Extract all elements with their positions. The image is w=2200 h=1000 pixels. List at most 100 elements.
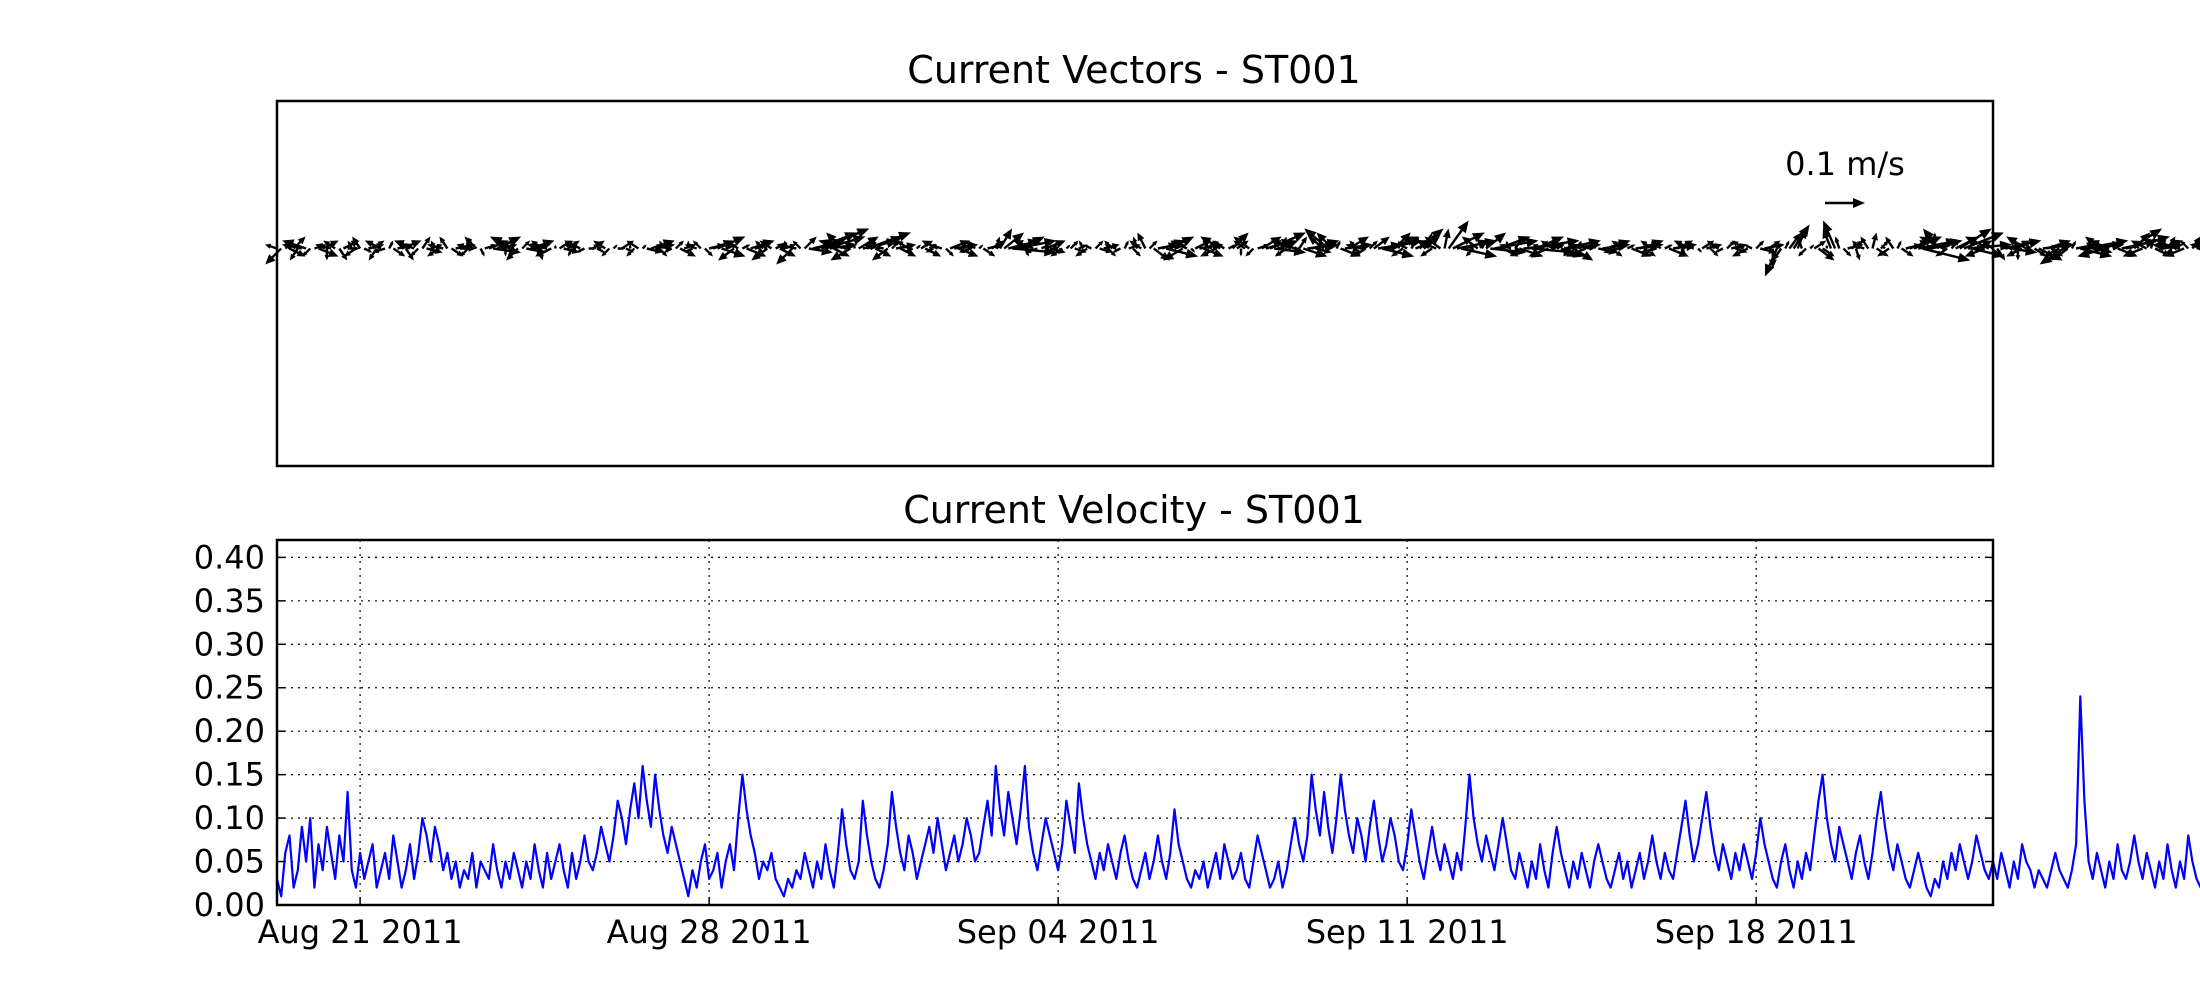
quiver-arrow	[1132, 247, 1141, 257]
quiver-arrow	[1112, 247, 1121, 253]
quiver-arrow	[1236, 240, 1249, 250]
quiver-arrow	[1203, 244, 1213, 250]
quiver-arrow	[982, 247, 996, 257]
quiver-arrow	[1274, 247, 1288, 257]
quiver-arrow	[1731, 247, 1749, 257]
quiver-arrow	[392, 247, 406, 257]
quiver-arrow	[1308, 236, 1325, 250]
quiver-arrow	[792, 240, 802, 250]
quiver-arrow	[1697, 247, 1702, 253]
quiver-arrow	[1797, 236, 1803, 249]
quiver-arrow	[1976, 244, 1982, 250]
quiver-arrow	[1352, 247, 1362, 253]
quiver-arrow	[503, 248, 508, 257]
quiver-arrow	[1442, 228, 1451, 249]
quiver-arrow	[323, 240, 336, 250]
quiver-arrow	[347, 240, 353, 249]
quiver-arrow	[1200, 247, 1217, 257]
quiver-frame	[275, 99, 1995, 468]
quiver-arrow	[2152, 241, 2181, 252]
quiver-arrow	[1397, 240, 1401, 249]
quiver-key-label: 0.1 m/s	[1785, 145, 1905, 183]
quiver-arrow	[1079, 240, 1085, 249]
quiver-arrow	[2149, 236, 2156, 249]
quiver-arrow	[324, 248, 330, 261]
y-tick-label: 0.05	[194, 843, 265, 881]
quiver-arrow	[776, 247, 794, 265]
quiver-arrow	[776, 242, 797, 251]
quiver-arrow	[1842, 247, 1852, 257]
quiver-arrow	[1881, 244, 1886, 250]
quiver-arrow	[891, 240, 900, 250]
quiver-arrow	[596, 247, 605, 253]
quiver-arrow	[2051, 244, 2057, 250]
quiver-arrow	[1094, 240, 1104, 250]
quiver-arrow	[2006, 236, 2027, 250]
quiver-arrow	[527, 242, 548, 251]
quiver-arrow	[288, 247, 306, 257]
quiver-arrow	[1681, 243, 1695, 250]
quiver-arrow	[1603, 247, 1620, 254]
y-tick-label: 0.40	[194, 538, 265, 576]
quiver-arrow	[1050, 244, 1059, 250]
quiver-arrow	[1391, 247, 1404, 257]
quiver-arrow	[1817, 247, 1835, 261]
x-tick-label: Sep 18 2011	[1655, 913, 1858, 951]
quiver-arrow	[464, 236, 478, 250]
quiver-arrow	[1424, 236, 1442, 250]
quiver-arrow	[2039, 247, 2065, 265]
quiver-arrow	[871, 247, 889, 261]
quiver-arrow	[1834, 236, 1841, 249]
quiver-arrow	[721, 247, 746, 258]
quiver-arrow	[675, 240, 684, 250]
grid	[277, 540, 1993, 905]
quiver-arrow	[1825, 244, 1828, 249]
quiver-arrow	[1107, 247, 1116, 257]
quiver-arrow	[1200, 236, 1221, 250]
y-tick-label: 0.25	[194, 669, 265, 707]
quiver-arrow	[1788, 232, 1802, 250]
y-tick-label: 0.15	[194, 756, 265, 794]
quiver-arrow	[364, 240, 382, 250]
quiver-arrow	[626, 247, 636, 257]
quiver-arrow	[1399, 244, 1408, 250]
quiver-arrow	[1822, 228, 1833, 249]
quiver-arrow	[1245, 247, 1255, 257]
quiver-arrow	[863, 242, 884, 251]
y-tick-label: 0.30	[194, 625, 265, 663]
quiver-arrow	[2130, 240, 2148, 250]
y-axis: 0.00 0.05 0.10 0.15 0.20 0.25 0.30 0.35 0.40	[194, 538, 1993, 924]
quiver-arrow	[1852, 243, 1865, 250]
quiver-title: Current Vectors - ST001	[907, 48, 1360, 92]
line-frame	[275, 538, 1995, 907]
quiver-arrow	[870, 236, 904, 250]
quiver-arrow	[718, 247, 735, 261]
quiver-arrow	[726, 240, 739, 250]
quiver-arrow	[1593, 240, 1599, 249]
quiver-arrow	[1233, 240, 1246, 250]
quiver-arrow	[978, 244, 984, 250]
quiver-arrow	[521, 240, 531, 250]
quiver-arrow	[1170, 240, 1188, 250]
quiver-arrow	[833, 247, 850, 257]
quiver-arrow	[1162, 247, 1184, 261]
quiver-arrow	[1368, 240, 1378, 250]
quiver-arrow	[1502, 247, 1519, 257]
quiver-arrow	[460, 247, 469, 257]
quiver-arrow	[1640, 240, 1653, 250]
quiver-arrow	[282, 239, 307, 250]
quiver-arrow	[803, 236, 817, 250]
quiver-arrow	[1373, 236, 1390, 250]
quiver-arrow	[1335, 240, 1341, 249]
quiver-arrow	[904, 247, 914, 253]
quiver-arrow	[1822, 247, 1835, 257]
quiver-arrow	[1304, 228, 1329, 250]
quiver-arrow	[1261, 236, 1282, 250]
quiver-arrow	[741, 244, 751, 250]
quiver-arrow	[896, 240, 910, 250]
quiver-arrow	[1013, 240, 1034, 250]
quiver-arrow	[655, 243, 668, 250]
y-tick-label: 0.10	[194, 799, 265, 837]
quiver-arrow	[2163, 247, 2173, 257]
